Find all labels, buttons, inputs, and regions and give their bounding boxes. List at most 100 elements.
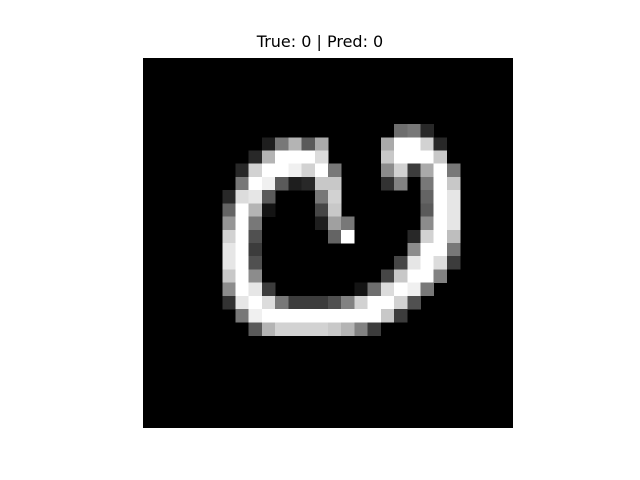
digit-pixel — [261, 137, 276, 151]
digit-pixel — [420, 256, 435, 270]
digit-pixel — [446, 229, 461, 244]
digit-pixel — [301, 150, 316, 165]
digit-pixel — [301, 295, 316, 310]
digit-pixel — [261, 203, 276, 217]
digit-pixel — [301, 322, 316, 336]
digit-pixel — [354, 322, 368, 336]
digit-pixel — [354, 309, 368, 323]
digit-pixel — [261, 163, 276, 178]
digit-pixel — [380, 150, 395, 165]
digit-pixel — [420, 229, 435, 244]
digit-pixel — [433, 163, 448, 178]
digit-pixel — [420, 282, 435, 297]
digit-pixel — [341, 216, 355, 231]
digit-pixel — [328, 163, 342, 178]
digit-pixel — [248, 295, 263, 310]
digit-pixel — [380, 295, 395, 310]
digit-pixel — [420, 269, 435, 283]
digit-pixel — [275, 150, 289, 165]
digit-pixel — [420, 216, 435, 231]
digit-pixel — [314, 150, 329, 165]
digit-pixel — [446, 256, 461, 270]
digit-pixel — [275, 309, 289, 323]
digit-pixel — [354, 282, 368, 297]
digit-pixel — [341, 295, 355, 310]
digit-pixel — [248, 163, 263, 178]
digit-pixel — [261, 190, 276, 204]
digit-pixel — [235, 203, 250, 217]
digit-pixel — [235, 295, 250, 310]
digit-pixel — [367, 282, 382, 297]
digit-pixel — [433, 216, 448, 231]
digit-pixel — [235, 282, 250, 297]
digit-pixel — [420, 150, 435, 165]
digit-pixel — [314, 295, 329, 310]
digit-pixel — [380, 282, 395, 297]
digit-pixel — [328, 203, 342, 217]
digit-pixel — [433, 137, 448, 151]
digit-pixel — [420, 190, 435, 204]
digit-pixel — [248, 176, 263, 191]
digit-pixel — [222, 203, 236, 217]
digit-pixel — [288, 176, 302, 191]
digit-pixel — [275, 163, 289, 178]
digit-pixel — [235, 243, 250, 257]
digit-pixel — [433, 203, 448, 217]
digit-pixel — [407, 243, 421, 257]
digit-pixel — [394, 256, 408, 270]
digit-pixel — [261, 176, 276, 191]
digit-pixel — [328, 295, 342, 310]
digit-pixel — [420, 163, 435, 178]
digit-pixel — [420, 137, 435, 151]
digit-pixel — [433, 176, 448, 191]
digit-pixel — [407, 124, 421, 138]
digit-pixel — [288, 295, 302, 310]
digit-pixel — [328, 309, 342, 323]
digit-pixel — [367, 309, 382, 323]
digit-pixel — [275, 322, 289, 336]
digit-pixel — [433, 243, 448, 257]
digit-pixel — [301, 176, 316, 191]
digit-pixel — [248, 150, 263, 165]
digit-pixel — [248, 269, 263, 283]
digit-pixel — [407, 137, 421, 151]
digit-pixel — [248, 322, 263, 336]
digit-pixel — [248, 229, 263, 244]
digit-pixel — [248, 309, 263, 323]
digit-pixel — [288, 309, 302, 323]
digit-pixel — [222, 243, 236, 257]
digit-pixel — [420, 243, 435, 257]
digit-pixel — [248, 282, 263, 297]
digit-pixel — [446, 243, 461, 257]
digit-pixel — [380, 309, 395, 323]
digit-pixel — [328, 190, 342, 204]
digit-pixel — [222, 216, 236, 231]
digit-pixel — [261, 282, 276, 297]
digit-pixel — [394, 309, 408, 323]
digit-pixel — [394, 269, 408, 283]
digit-pixel — [367, 295, 382, 310]
digit-pixel — [407, 269, 421, 283]
digit-pixel — [354, 295, 368, 310]
digit-pixel — [433, 229, 448, 244]
digit-pixel — [394, 124, 408, 138]
digit-pixel — [248, 216, 263, 231]
digit-pixel — [248, 243, 263, 257]
digit-pixel — [328, 322, 342, 336]
digit-image — [222, 124, 461, 336]
digit-pixel — [446, 190, 461, 204]
digit-pixel — [394, 282, 408, 297]
digit-pixel — [394, 150, 408, 165]
digit-pixel — [275, 176, 289, 191]
digit-pixel — [446, 163, 461, 178]
digit-pixel — [288, 163, 302, 178]
digit-pixel — [446, 203, 461, 217]
digit-pixel — [420, 124, 435, 138]
digit-pixel — [301, 309, 316, 323]
digit-pixel — [222, 269, 236, 283]
digit-pixel — [235, 216, 250, 231]
digit-pixel — [433, 190, 448, 204]
digit-pixel — [248, 203, 263, 217]
digit-pixel — [261, 309, 276, 323]
